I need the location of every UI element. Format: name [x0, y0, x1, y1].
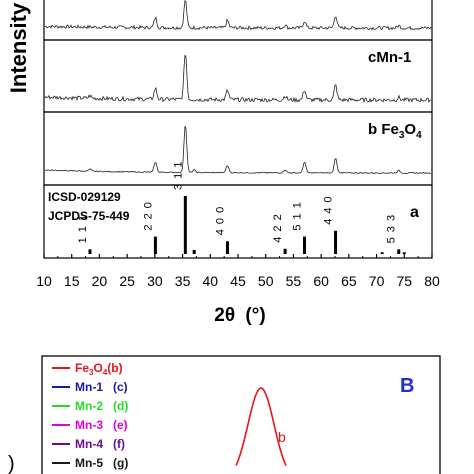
x-tick-label: 65 — [341, 273, 357, 289]
x-tick-label: 10 — [36, 273, 52, 289]
curve-b — [235, 387, 287, 466]
reference-pattern: ICSD-029129 JCPDS-75-449 a 1 1 1 2 2 0 3 1 1 4… — [43, 161, 433, 259]
legend-label: Mn-2 (d) — [75, 399, 128, 413]
icsd-label: ICSD-029129 — [48, 190, 121, 204]
legend: Fe3O4(b) Mn-1 (c) Mn-2 (d) Mn-3 (e) Mn-4 (f)… — [52, 361, 128, 470]
x-tick-label: 80 — [424, 273, 440, 289]
x-tick-label: 75 — [396, 273, 412, 289]
panel-b-frame — [41, 355, 441, 474]
xrd-trace — [44, 54, 432, 104]
x-tick-label: 35 — [175, 273, 191, 289]
legend-label: Fe3O4(b) — [75, 361, 123, 377]
panel-a: Intensity cMn-1 b Fe3O4 ICSD-029129 JCPDS-… — [6, 0, 440, 326]
legend-label: Mn-5 (g) — [75, 456, 128, 470]
panel-letter-b: B — [400, 375, 414, 397]
x-tick-label: 30 — [147, 273, 163, 289]
jcpds-label: JCPDS-75-449 — [48, 209, 130, 223]
xrd-trace — [44, 125, 431, 175]
y-axis-label: Intensity — [6, 2, 31, 93]
x-tick-label: 15 — [64, 273, 80, 289]
legend-label: Mn-4 (f) — [75, 437, 125, 451]
miller-index-label: 5 3 3 — [386, 214, 398, 243]
trace-label: b Fe3O4 — [368, 121, 422, 141]
fe3o4-curve: b — [235, 387, 287, 466]
miller-index-label: 2 2 0 — [142, 201, 154, 230]
x-tick-label: 45 — [230, 273, 246, 289]
xrd-traces: cMn-1 b Fe3O4 — [43, 0, 433, 186]
legend-label: Mn-3 (e) — [75, 418, 128, 432]
x-axis-unit: (°) — [245, 305, 265, 326]
x-axis-symbol: 2θ — [214, 305, 235, 326]
x-tick-label: 50 — [258, 273, 274, 289]
miller-index-label: 3 1 1 — [172, 161, 184, 190]
miller-index-label: 4 0 0 — [214, 206, 226, 235]
x-tick-label: 25 — [119, 273, 135, 289]
x-tick-label: 70 — [369, 273, 385, 289]
xrd-trace — [44, 0, 432, 31]
legend-label: Mn-1 (c) — [75, 380, 128, 394]
curve-label: b — [278, 429, 286, 445]
reference-letter: a — [410, 204, 419, 221]
x-axis: 10 15 20 25 30 35 40 45 50 55 60 65 70 75 80 — [36, 254, 440, 289]
trace-label: cMn-1 — [368, 49, 411, 66]
x-tick-label: 55 — [286, 273, 302, 289]
miller-index-label: 4 4 0 — [323, 195, 335, 224]
x-tick-label: 40 — [202, 273, 218, 289]
panel-b: ) B Fe3O4(b) Mn-1 (c) Mn-2 (d) Mn-3 (e) Mn-4… — [8, 355, 441, 474]
x-tick-label: 60 — [313, 273, 329, 289]
miller-index-label: 4 2 2 — [272, 213, 284, 242]
x-tick-label: 20 — [92, 273, 108, 289]
miller-index-label: 1 1 1 — [77, 214, 89, 243]
x-axis-label: 2θ (°) — [214, 305, 265, 326]
panel-frame — [43, 0, 433, 41]
y-axis-label-fragment: ) — [8, 453, 15, 474]
miller-index-label: 5 1 1 — [292, 201, 304, 230]
